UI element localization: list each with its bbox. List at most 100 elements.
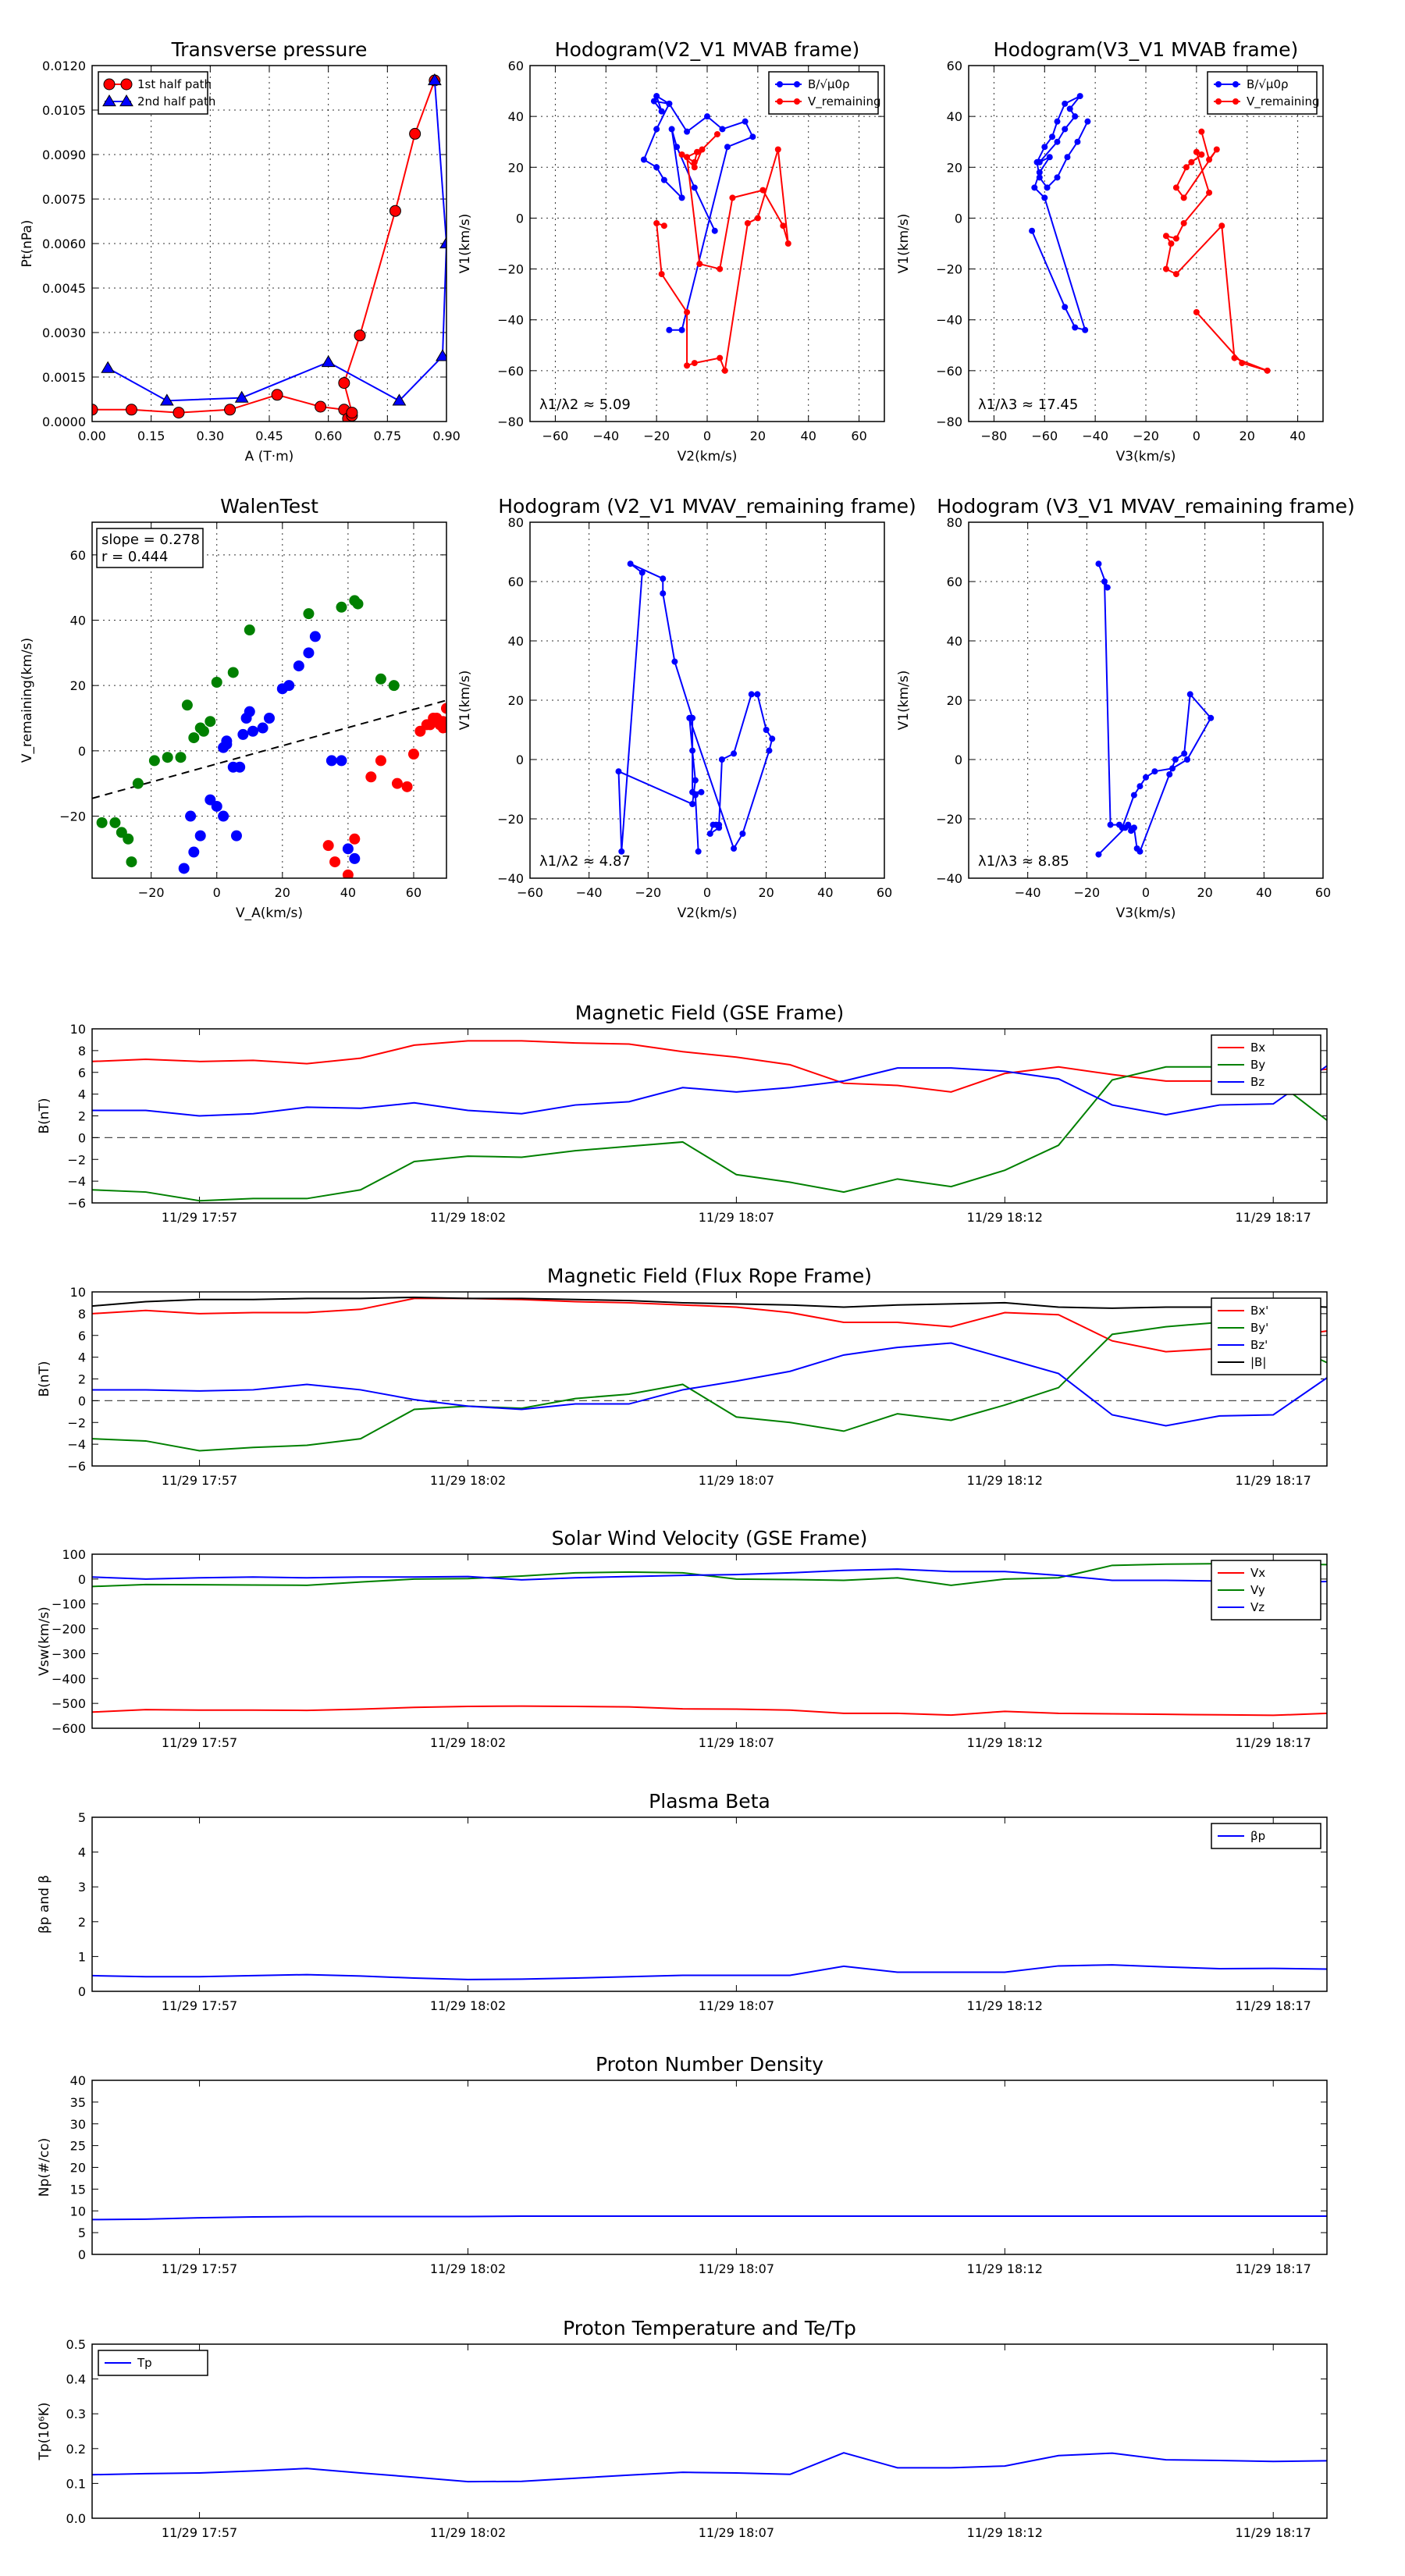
y-tick-label: −20 [497, 812, 524, 827]
data-point [1169, 765, 1176, 772]
x-tick-label: 40 [340, 885, 356, 900]
y-tick-label: 0 [78, 2247, 86, 2262]
chart-11: 11/29 17:57 11/29 18:02 11/29 18:07 11/29 1… [37, 2053, 1328, 2276]
series-line-B/√μ0ρ [1031, 95, 1089, 332]
data-point [322, 840, 334, 852]
data-point [1130, 824, 1137, 831]
y-tick-label: 4 [78, 1845, 86, 1860]
y-tick-label: −4 [67, 1437, 86, 1452]
x-tick-label: 11/29 18:12 [967, 1735, 1043, 1750]
data-point [694, 148, 701, 155]
legend-label: 2nd half path [137, 94, 215, 109]
plot-area [92, 1296, 1327, 1452]
data-point [721, 367, 728, 374]
y-tick-label: −20 [936, 812, 962, 827]
data-point [1029, 227, 1036, 234]
chart-12: 11/29 17:57 11/29 18:02 11/29 18:07 11/29 1… [37, 2317, 1328, 2540]
y-tick-label: 10 [70, 1022, 86, 1037]
eigenvalue-ratio-annotation: λ1/λ2 ≈ 4.87 [539, 853, 631, 870]
x-tick-label: 11/29 18:17 [1236, 2525, 1311, 2540]
data-point [638, 569, 646, 576]
y-tick-label: 20 [508, 693, 524, 708]
data-point [123, 833, 134, 845]
data-point [684, 362, 691, 369]
data-point [1181, 750, 1188, 757]
y-tick-label: −40 [497, 313, 524, 328]
y-tick-label: 0 [955, 211, 962, 226]
y-tick-label: 60 [508, 575, 524, 589]
y-axis-label: V1(km/s) [457, 671, 473, 731]
data-point [668, 126, 675, 133]
x-tick-label: −80 [981, 429, 1008, 443]
x-tick-label: 11/29 18:17 [1236, 1998, 1311, 2013]
y-tick-label: 0 [78, 744, 86, 759]
data-point [1036, 169, 1043, 176]
plot-area [1095, 560, 1215, 858]
x-tick-label: 11/29 18:17 [1236, 2261, 1311, 2276]
data-point [211, 676, 222, 688]
data-point [759, 187, 767, 194]
data-point [660, 575, 667, 582]
data-point [352, 598, 364, 610]
y-tick-label: −80 [497, 415, 524, 429]
series-line-Bz' [92, 1342, 1327, 1427]
chart-1: 0.00 0.15 0.30 0.45 0.60 0.75 0.90 0.0000 0.0015… [20, 38, 461, 464]
data-point [1183, 756, 1190, 763]
data-point [1062, 126, 1069, 133]
legend-label: B/√μ0ρ [808, 77, 850, 91]
y-axis-label: V_remaining(km/s) [20, 638, 35, 763]
data-point [194, 722, 206, 734]
data-point [1041, 194, 1048, 201]
legend: B/√μ0ρ V_remaining [1207, 71, 1320, 115]
axes-frame [529, 521, 885, 879]
data-point [689, 801, 696, 807]
data-point [181, 699, 193, 711]
data-point [769, 735, 776, 742]
y-tick-label: −60 [497, 364, 524, 379]
data-point [719, 126, 726, 133]
data-point [1036, 174, 1043, 181]
chart-title: Hodogram (V2_V1 MVAV_remaining frame) [498, 495, 916, 518]
data-point [1151, 768, 1158, 775]
x-axis-label: V_A(km/s) [236, 906, 303, 921]
plot-area [615, 560, 776, 855]
data-point [678, 194, 685, 201]
chart-4: −20 0 20 40 60 −20 0 20 40 60 WalenTest V_A(km/s) V_… [20, 495, 447, 921]
data-point [699, 146, 706, 153]
data-point [1041, 144, 1048, 151]
chart-5: −60 −40 −20 0 20 40 60−40−20020406080Hodogram … [457, 495, 916, 921]
x-tick-label: 11/29 18:07 [699, 1210, 774, 1225]
data-point [309, 631, 321, 642]
data-point [234, 761, 246, 773]
x-tick-label: 11/29 18:07 [699, 1998, 774, 2013]
y-tick-label: 8 [78, 1307, 86, 1322]
data-point [338, 377, 350, 390]
x-tick-label: 11/29 18:17 [1236, 1735, 1311, 1750]
data-point [1072, 324, 1079, 331]
y-tick-label: 40 [70, 2073, 86, 2088]
x-tick-label: −60 [542, 429, 569, 443]
eigenvalue-ratio-annotation: λ1/λ3 ≈ 8.85 [978, 853, 1069, 870]
plot-area [92, 2452, 1327, 2483]
data-point [774, 146, 781, 153]
data-point [218, 810, 229, 822]
x-tick-label: 40 [1289, 429, 1305, 443]
x-tick-label: 0 [1193, 429, 1200, 443]
y-axis-label: B(nT) [37, 1098, 52, 1133]
legend-label: Bz [1250, 1075, 1264, 1089]
x-tick-label: 0.90 [432, 429, 461, 443]
x-tick-label: 0.60 [315, 429, 343, 443]
y-tick-label: 40 [947, 634, 962, 649]
axes-frame [529, 65, 885, 422]
legend: Bx By Bz [1211, 1034, 1321, 1095]
data-point [1049, 133, 1056, 141]
y-tick-label: 0 [78, 1984, 86, 1999]
series-line-Tp [92, 2452, 1327, 2483]
data-point [354, 329, 366, 342]
x-tick-label: 60 [851, 429, 866, 443]
y-axis-label: βp and β [37, 1875, 52, 1934]
eigenvalue-ratio-annotation: λ1/λ2 ≈ 5.09 [539, 397, 631, 413]
axes-frame [91, 2343, 1328, 2519]
y-tick-label: 6 [78, 1066, 86, 1080]
